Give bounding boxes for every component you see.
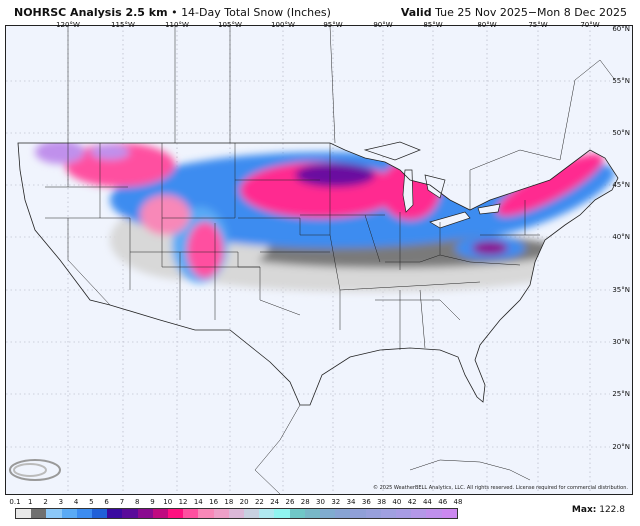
colorbar-swatch xyxy=(137,509,153,518)
colorbar-label: 4 xyxy=(73,498,79,506)
colorbar-label: 32 xyxy=(331,498,341,506)
colorbar-label: 26 xyxy=(285,498,295,506)
colorbar-label: 28 xyxy=(300,498,310,506)
lon-label: 105°W xyxy=(218,21,242,29)
lat-label: 35°N xyxy=(612,286,630,294)
colorbar-swatch xyxy=(396,509,412,518)
colorbar-label: 42 xyxy=(407,498,417,506)
colorbar-label: 3 xyxy=(58,498,64,506)
colorbar-label: 24 xyxy=(270,498,280,506)
lat-label: 60°N xyxy=(612,25,630,33)
lon-label: 80°W xyxy=(477,21,497,29)
colorbar-swatch xyxy=(107,509,123,518)
colorbar-swatch xyxy=(198,509,214,518)
colorbar-label: 44 xyxy=(422,498,432,506)
colorbar-label: 8 xyxy=(134,498,140,506)
colorbar-label: 38 xyxy=(377,498,387,506)
lat-label: 45°N xyxy=(612,181,630,189)
colorbar-swatch xyxy=(228,509,245,518)
lon-label: 75°W xyxy=(528,21,548,29)
colorbar-label: 6 xyxy=(104,498,109,506)
colorbar-swatch xyxy=(183,509,199,518)
colorbar-swatch xyxy=(411,509,427,518)
colorbar-swatch xyxy=(274,509,290,518)
product-subtitle: 14-Day Total Snow (Inches) xyxy=(181,6,331,19)
colorbar-swatch xyxy=(244,509,260,518)
colorbar-label: 1 xyxy=(28,498,33,506)
colorbar-label: 22 xyxy=(254,498,264,506)
lon-label: 100°W xyxy=(271,21,295,29)
valid-range: Tue 25 Nov 2025−Mon 8 Dec 2025 xyxy=(435,6,627,19)
colorbar-swatch xyxy=(335,509,351,518)
colorbar-swatch xyxy=(152,509,169,518)
colorbar-swatch xyxy=(168,509,184,518)
colorbar-label: 5 xyxy=(89,498,94,506)
lat-label: 20°N xyxy=(612,443,630,451)
product-name: NOHRSC Analysis 2.5 km xyxy=(14,6,168,19)
title-separator: • xyxy=(171,6,178,19)
colorbar-label: 0.1 xyxy=(9,498,21,506)
colorbar-swatch xyxy=(259,509,275,518)
colorbar-label: 30 xyxy=(316,498,325,506)
colorbar-label: 36 xyxy=(361,498,371,506)
lat-label: 55°N xyxy=(612,77,630,85)
lat-label: 25°N xyxy=(612,390,630,398)
colorbar-swatch xyxy=(213,509,229,518)
colorbar-label: 34 xyxy=(346,498,356,506)
copyright-notice: © 2025 WeatherBELL Analytics, LLC. All r… xyxy=(373,485,628,491)
lat-label: 40°N xyxy=(612,233,630,241)
colorbar-swatch xyxy=(76,509,93,518)
colorbar-label: 48 xyxy=(453,498,463,506)
colorbar xyxy=(15,508,458,519)
colorbar-label: 16 xyxy=(209,498,219,506)
colorbar-swatch xyxy=(46,509,62,518)
colorbar-swatch xyxy=(31,509,47,518)
colorbar-swatch xyxy=(380,509,397,518)
colorbar-label: 7 xyxy=(119,498,125,506)
valid-label: Valid xyxy=(400,6,432,19)
colorbar-swatch xyxy=(122,509,138,518)
colorbar-swatch xyxy=(61,509,77,518)
colorbar-swatch xyxy=(16,509,32,518)
colorbar-swatch xyxy=(289,509,305,518)
colorbar-label: 12 xyxy=(178,498,188,506)
valid-period: Valid Tue 25 Nov 2025−Mon 8 Dec 2025 xyxy=(401,6,627,19)
state-borders xyxy=(45,143,540,350)
colorbar-swatch xyxy=(350,509,366,518)
map-title: NOHRSC Analysis 2.5 km • 14-Day Total Sn… xyxy=(14,6,331,19)
colorbar-label: 46 xyxy=(438,498,448,506)
colorbar-label: 14 xyxy=(193,498,203,506)
colorbar-label: 18 xyxy=(224,498,234,506)
colorbar-label: 9 xyxy=(150,498,155,506)
lat-label: 30°N xyxy=(612,338,630,346)
colorbar-label: 2 xyxy=(43,498,48,506)
colorbar-label: 20 xyxy=(239,498,249,506)
colorbar-label: 40 xyxy=(392,498,402,506)
lon-label: 70°W xyxy=(580,21,600,29)
lon-label: 115°W xyxy=(111,21,135,29)
colorbar-swatch xyxy=(304,509,321,518)
colorbar-swatch xyxy=(365,509,381,518)
lat-label: 50°N xyxy=(612,129,630,137)
colorbar-label: 10 xyxy=(163,498,173,506)
lon-label: 90°W xyxy=(373,21,393,29)
lon-label: 85°W xyxy=(423,21,443,29)
foreign-borders xyxy=(67,26,616,494)
lon-label: 110°W xyxy=(165,21,189,29)
colorbar-swatch xyxy=(426,509,442,518)
max-label: Max: xyxy=(571,505,597,515)
max-number: 122.8 xyxy=(599,505,625,515)
colorbar-swatch xyxy=(92,509,108,518)
colorbar-swatch xyxy=(320,509,336,518)
lon-label: 95°W xyxy=(323,21,343,29)
colorbar-swatch xyxy=(441,509,457,518)
lon-label: 120°W xyxy=(56,21,80,29)
max-value: Max: 122.8 xyxy=(572,505,625,515)
logo xyxy=(9,459,61,481)
